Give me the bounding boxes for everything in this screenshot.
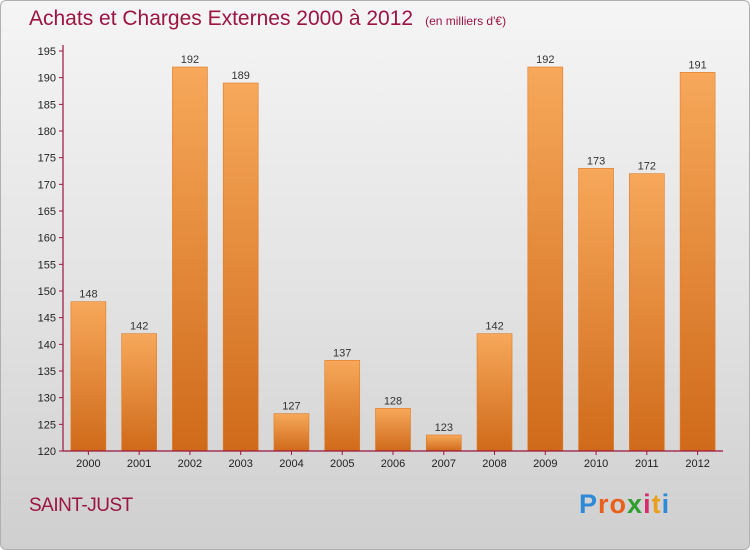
bar-2007 <box>425 434 462 452</box>
data-label-2004: 127 <box>282 401 300 413</box>
data-label-2003: 189 <box>232 70 250 82</box>
x-tick-label-2009: 2009 <box>533 458 557 470</box>
logo-letter: x <box>627 489 644 519</box>
data-label-2002: 192 <box>181 54 199 66</box>
x-tick-label-2002: 2002 <box>178 458 202 470</box>
bar-2003 <box>222 82 259 452</box>
data-label-2010: 173 <box>587 155 605 167</box>
logo-letter: i <box>661 489 671 519</box>
data-label-2005: 137 <box>333 347 351 359</box>
chart-title-text: Achats et Charges Externes 2000 à 2012 <box>29 7 414 30</box>
data-label-2001: 142 <box>130 321 148 333</box>
x-tick-label-2004: 2004 <box>279 458 303 470</box>
y-tick-label-180: 180 <box>38 126 56 138</box>
bar-2011 <box>629 173 665 452</box>
y-tick-label-190: 190 <box>38 73 56 85</box>
y-tick-label-175: 175 <box>38 153 56 165</box>
y-tick-label-185: 185 <box>38 99 56 111</box>
logo-letter: t <box>651 489 662 519</box>
y-tick-label-165: 165 <box>38 206 56 218</box>
bar-2008 <box>476 333 513 452</box>
data-label-2008: 142 <box>485 321 503 333</box>
y-tick-label-125: 125 <box>38 419 56 431</box>
bar-2001 <box>121 333 157 452</box>
bar-2006 <box>375 408 411 452</box>
y-tick-label-145: 145 <box>38 313 56 325</box>
chart-title: Achats et Charges Externes 2000 à 2012 (e… <box>29 7 506 31</box>
x-tick-label-2012: 2012 <box>685 458 709 470</box>
bar-2005 <box>324 360 361 452</box>
x-tick-label-2005: 2005 <box>330 458 354 470</box>
bar-2002 <box>172 66 208 452</box>
x-tick-label-2010: 2010 <box>584 458 608 470</box>
y-tick-label-135: 135 <box>38 366 56 378</box>
data-label-2000: 148 <box>79 289 97 301</box>
data-label-2012: 191 <box>688 59 706 71</box>
y-tick-label-120: 120 <box>38 446 56 458</box>
data-label-2009: 192 <box>536 54 554 66</box>
logo-letter: P <box>579 489 599 519</box>
x-tick-label-2003: 2003 <box>228 458 252 470</box>
data-label-2007: 123 <box>435 422 453 434</box>
bar-2012 <box>679 72 716 452</box>
bar-2010 <box>578 168 614 452</box>
y-tick-label-170: 170 <box>38 179 56 191</box>
logo-letter: o <box>609 489 628 519</box>
x-tick-label-2001: 2001 <box>127 458 151 470</box>
chart-subtitle: (en milliers d'€) <box>425 14 507 28</box>
y-tick-label-150: 150 <box>38 286 56 298</box>
y-tick-label-140: 140 <box>38 339 56 351</box>
y-tick-label-195: 195 <box>38 46 56 58</box>
x-tick-label-2008: 2008 <box>482 458 506 470</box>
x-tick-label-2011: 2011 <box>635 458 659 470</box>
bar-2009 <box>527 66 564 452</box>
logo-letter: i <box>643 489 652 519</box>
data-label-2006: 128 <box>384 395 402 407</box>
logo-letter: r <box>598 489 610 519</box>
x-tick-label-2006: 2006 <box>381 458 405 470</box>
bar-2004 <box>273 413 310 452</box>
data-label-2011: 172 <box>638 161 656 173</box>
y-tick-label-155: 155 <box>38 259 56 271</box>
proxiti-logo: Proxiti <box>579 489 670 520</box>
y-tick-label-160: 160 <box>38 233 56 245</box>
town-name: SAINT-JUST <box>29 495 133 516</box>
x-tick-label-2000: 2000 <box>76 458 100 470</box>
x-tick-label-2007: 2007 <box>432 458 456 470</box>
bar-2000 <box>70 301 107 452</box>
y-tick-label-130: 130 <box>38 393 56 405</box>
